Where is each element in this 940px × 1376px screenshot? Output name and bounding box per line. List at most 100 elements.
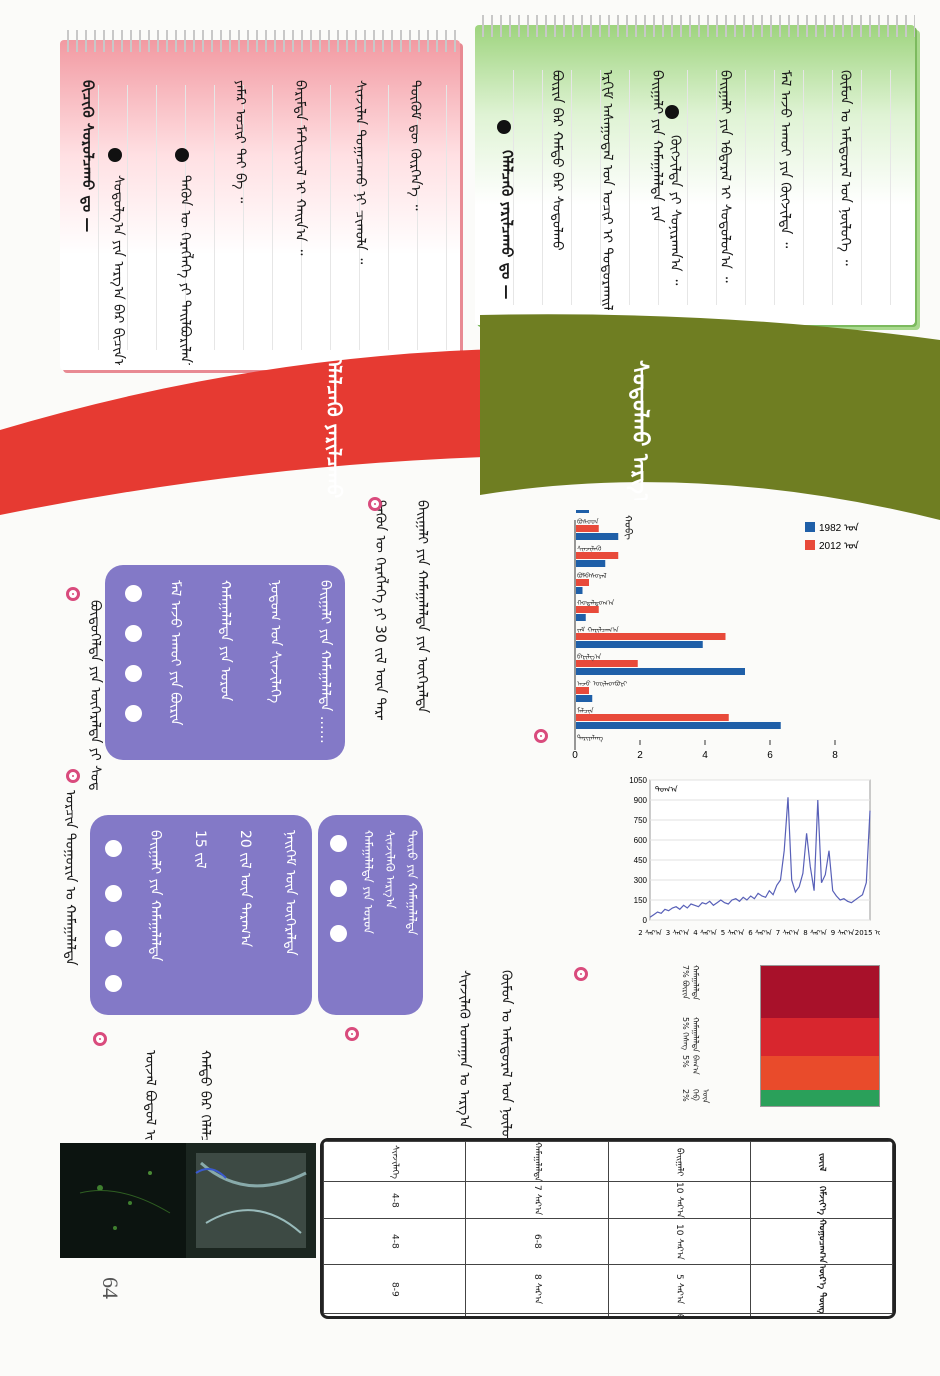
bar — [576, 633, 726, 640]
purple-card-2: ᠬᠠᠮᠠᠭᠠᠯᠠᠯᠲᠠ ᠶᠢᠨ ᠣᠷᠣᠨ ᠰᠢᠨᠵᠢᠯᠡᠬᠦ ᠠᠷᠭ᠎ᠠ ᠲᠥᠷ… — [318, 815, 423, 1015]
bar — [576, 668, 745, 675]
purple-card-1: ᠮᠠᠯ ᠠᠵᠤ ᠠᠬᠤᠢ ᠶᠢᠨ ᠪᠦᠷᠢᠨ ᠬᠠᠮᠠᠭᠠᠯᠠᠯᠲᠠ ᠶᠢᠨ ᠣ… — [105, 565, 345, 760]
green-note-card: ᠬᠡᠯᠡᠯᠴᠡᠬᠦ ᠶᠠᠷᠢᠯᠴᠠᠬᠤ ᠳᠤ — ᠪᠦᠷᠢᠨ ᠪᠠᠷ ᠬᠠᠮᠲᠤ… — [475, 15, 915, 325]
table-cell: 8 ᠰᠠᠷ᠎ᠠ — [465, 1263, 609, 1315]
left-col-text: ᠦᠵᠡᠯ ᠪᠣᠳᠣᠯ ᠢᠶᠠᠨ ᠬᠡᠯᠡᠨ᠎ᠡ ᠃ — [142, 1050, 158, 1140]
photo-2-texture — [195, 1153, 307, 1248]
card-line: 15 ᠵᠢᠯ — [192, 830, 208, 869]
proportion-label: 5% ᠬᠡᠰᠡᠭ ᠬᠠᠮᠠᠭᠠᠯᠠᠯᠲᠠ — [681, 1017, 700, 1053]
ruled-lines — [485, 70, 905, 305]
card-line: ᠲᠥᠷᠥ ᠶᠢᠨ ᠬᠠᠮᠠᠭᠠᠯᠠᠯᠲᠠ — [405, 830, 419, 936]
green-note-line: ᠪᠦᠷᠢᠨ ᠪᠠᠷ ᠬᠠᠮᠲᠤ ᠪᠡᠷ ᠰᠤᠳᠤᠯᠬᠤ — [549, 70, 565, 251]
ring-icon — [125, 705, 142, 722]
bar — [576, 533, 619, 540]
card-line: ᠪᠠᠢᠭᠠᠯᠢ ᠶᠢᠨ ᠬᠠᠮᠠᠭᠠᠯᠠᠯᠲᠠ — [147, 830, 163, 962]
proportion-label: 7% ᠪᠦᠷᠢᠨ ᠬᠠᠮᠠᠭᠠᠯᠠᠯᠲᠠ — [681, 965, 700, 1001]
table-cell: ᠪᠠᠢᠭᠠᠯᠢ ᠶᠢᠨ — [607, 1313, 751, 1316]
line-series — [649, 797, 871, 918]
table-cell: ᠬᠠᠮᠠᠭᠠᠯᠠᠯᠲᠠ — [465, 1141, 609, 1183]
ring-icon — [105, 840, 122, 857]
pink-note-line: ᠪᠠᠷᠢᠮᠲᠠ ᠮᠠᠲᠸᠷᠢᠶᠠᠯ ᠢ ᠬᠠᠢᠨ᠎ᠠ ᠃ — [292, 80, 308, 256]
pink-note-line: ᠲᠡᠭᠦᠨ ᠦ ᠬᠡᠷᠡᠭᠯᠡᠭᠡ ᠶᠢ ᠲᠠᠢᠯᠪᠤᠷᠢᠯᠠᠨ᠎ᠠ — [177, 175, 193, 365]
data-table: ᠰᠢᠨᠵᠢᠯᠡᠭᠡ ᠬᠠᠮᠠᠭᠠᠯᠠᠯᠲᠠ ᠪᠠᠢᠭᠠᠯᠢ ᠵᠦᠢᠯ 4-8 7 ᠰᠠᠷ᠎… — [320, 1138, 896, 1319]
ring-icon — [330, 925, 347, 942]
line-x-tick-label: 2015 ᠣᠨ — [855, 929, 880, 937]
banner-left-title: ᠰᠤᠳᠤᠯᠬᠤ ᠠᠷᠭ᠎ᠠ — [627, 360, 652, 500]
bar-category-label: ᠵᠠᠮ ᠬᠠᠷᠢᠯᠴᠠᠭ᠎ᠠ — [577, 626, 619, 634]
bar — [576, 614, 586, 621]
left-col-text: ᠣᠷᠴᠢᠨ ᠲᠣᠭᠣᠷᠢᠨ ᠤ ᠬᠠᠮᠠᠭᠠᠯᠠᠯᠲᠠ — [62, 790, 78, 966]
pink-note-line: ᠳᠦᠭᠦᠮ ᠳᠦ ᠬᠦᠷᠭᠡᠨ᠎ᠡ ᠃ — [407, 80, 423, 211]
line-tick-label: 750 — [634, 816, 648, 825]
bar — [576, 587, 583, 594]
bar — [576, 606, 599, 613]
bar-category-label: ᠲᠠᠷᠢᠶᠠᠯᠠᠩ — [577, 734, 603, 743]
bar-category-label: ᠠᠵᠤ ᠦᠢᠯᠡᠳᠪᠦᠷᠢ — [577, 680, 628, 688]
target-icon — [93, 1032, 107, 1046]
ring-icon — [125, 665, 142, 682]
body-text-line: ᠬᠦᠮᠦᠨ ᠤ ᠠᠮᠢᠳᠤᠷᠠᠯ ᠤᠨ ᠨᠥᠯᠦᠭᠡ — [498, 970, 514, 1152]
card-line: ᠰᠢᠨᠵᠢᠯᠡᠬᠦ ᠠᠷᠭ᠎ᠠ — [383, 830, 397, 909]
bar-category-label: ᠰᠢᠨᠵᠢᠯᠡᠬᠦ — [577, 545, 601, 553]
card-line: ᠬᠠᠮᠠᠭᠠᠯᠠᠯᠲᠠ ᠶᠢᠨ ᠣᠷᠣᠨ — [217, 580, 233, 702]
photo-1-texture — [79, 1171, 171, 1230]
proportion-label: 5% ᠪᠠᠭ᠎ᠠ — [681, 1055, 700, 1075]
proportion-block — [760, 965, 880, 1107]
line-chart: 0 150 300 450 600 750 900 1050 2 ᠰᠠᠷ᠎ᠠ 3 ᠰᠠᠷ᠎ᠠ 4 ᠰ… — [629, 776, 880, 937]
bullet-icon — [108, 148, 122, 162]
line-x-tick-label: 5 ᠰᠠᠷ᠎ᠠ — [721, 929, 745, 937]
line-x-tick-label: 4 ᠰᠠᠷ᠎ᠠ — [693, 929, 717, 937]
card-line: 20 ᠵᠢᠯ ᠦᠨ ᠳᠠᠷᠠᠭ᠎ᠠ — [237, 830, 253, 948]
left-col-text: ᠪᠦᠲᠦᠭᠡᠯᠲᠡ ᠶᠢᠨ ᠥᠭᠡᠷᠡᠯᠲᠡ ᠶᠢ ᠰᠤᠳᠤᠯᠤᠨ᠎ᠠ — [87, 600, 103, 790]
ring-icon — [125, 625, 142, 642]
proportion-segment — [761, 966, 879, 1018]
purple-card-3: ᠪᠠᠢᠭᠠᠯᠢ ᠶᠢᠨ ᠬᠠᠮᠠᠭᠠᠯᠠᠯᠲᠠ 15 ᠵᠢᠯ 20 ᠵᠢᠯ ᠦᠨ… — [90, 815, 312, 1015]
bar — [576, 695, 593, 702]
proportion-labels: 7% ᠪᠦᠷᠢᠨ ᠬᠠᠮᠠᠭᠠᠯᠠᠯᠲᠠ 5% ᠬᠡᠰᠡᠭ ᠬᠠᠮᠠᠭᠠᠯᠠᠯᠲᠠ… — [680, 965, 760, 1105]
bar — [576, 660, 638, 667]
green-note-line: ᠬᠥᠭᠵᠢᠯᠲᠡ ᠶᠢ ᠰᠣᠨᠢᠷᠬᠠᠨ᠎ᠠ ᠃ — [667, 135, 683, 286]
ring-icon — [330, 835, 347, 852]
table-row: ᠰᠢᠨᠵᠢᠯᠡᠭᠡ ᠬᠠᠮᠠᠭᠠᠯᠠᠯᠲᠠ ᠪᠠᠢᠭᠠᠯᠢ ᠵᠦᠢᠯ — [323, 1141, 893, 1183]
table-cell: ᠬᠡᠮᠵᠢᠶ᠎ᠡ — [749, 1181, 893, 1220]
bar-category-label: ᠬᠤᠳᠠᠯᠳᠤᠭ᠎ᠠ — [577, 599, 615, 607]
line-x-tick-label: 8 ᠰᠠᠷ᠎ᠠ — [803, 929, 827, 937]
card-line: ᠨᠤᠲᠤᠭ ᠤᠨ ᠰᠢᠨᠵᠢᠯᠡᠭᠡ — [267, 580, 283, 704]
bar-tick-label: 8 — [832, 750, 838, 760]
banner-green-band — [480, 314, 940, 520]
line-x-tick-label: 3 ᠰᠠᠷ᠎ᠠ — [666, 929, 690, 937]
pink-note-line: ᠰᠢᠨᠵᠢᠯᠡᠨ ᠲᠣᠭᠠᠴᠠᠬᠤ ᠨᠢ ᠴᠢᠬᠤᠯᠠ ᠃ — [352, 80, 368, 265]
table-cell: ᠰᠢᠨᠵᠢᠯᠡᠭᠡ — [323, 1141, 467, 1183]
bullet-icon — [175, 148, 189, 162]
table-grid: ᠰᠢᠨᠵᠢᠯᠡᠭᠡ ᠬᠠᠮᠠᠭᠠᠯᠠᠯᠲᠠ ᠪᠠᠢᠭᠠᠯᠢ ᠵᠦᠢᠯ 4-8 7 ᠰᠠᠷ᠎… — [323, 1141, 893, 1316]
bar-category-label: ᠪᠠᠷᠢᠯᠭ᠎ᠠ — [577, 653, 602, 662]
photo-1 — [60, 1143, 186, 1258]
table-cell: 8-9 — [323, 1263, 467, 1315]
line-plot-area — [649, 779, 871, 921]
section-banner — [0, 314, 940, 520]
legend-swatch — [805, 522, 815, 532]
green-note-line: ᠪᠠᠢᠭᠠᠯᠢ ᠶᠢᠨ ᠬᠠᠮᠠᠭᠠᠯᠠᠯᠲᠠ ᠶᠢᠨ — [649, 70, 665, 223]
bar — [576, 552, 619, 559]
bar — [576, 641, 703, 648]
table-cell: 4-8 — [323, 1181, 467, 1220]
bar-category-label: ᠮᠠᠯᠴᠢᠨ — [577, 707, 594, 715]
left-col-text: ᠬᠠᠮᠲᠤ ᠪᠡᠷ ᠬᠡᠯᠡᠯᠴᠡᠨ᠎ᠡ ᠃ — [197, 1050, 213, 1140]
card-line: ᠪᠠᠢᠭᠠᠯᠢ ᠶᠢᠨ ᠬᠠᠮᠠᠭᠠᠯᠠᠯᠲᠠ …… — [317, 580, 333, 744]
legend-label: 1982 ᠣᠨ — [819, 522, 860, 534]
green-note-line: ᠪᠠᠢᠭᠠᠯᠢ ᠶᠢᠨ ᠡᠪᠳᠡᠷᠡᠯ ᠢ ᠰᠤᠳᠤᠯᠤᠨ᠎ᠠ ᠃ — [717, 70, 733, 283]
bar-chart: 0 2 4 6 8 ᠲᠠᠷᠢᠶᠠᠯᠠᠩ ᠮᠠᠯᠴᠢᠨ ᠠᠵᠤ ᠦᠢᠯᠡᠳᠪᠦᠷᠢ ᠪᠠᠷᠢᠯᠭ᠎… — [572, 510, 860, 760]
bar — [576, 714, 729, 721]
bar — [576, 560, 606, 567]
pink-note-line: ᠶᠠᠮᠠᠷ ᠤᠴᠢᠷ ᠲᠠᠢ ᠪᠡ ᠃ — [232, 80, 248, 203]
pink-note-line: ᠰᠤᠳᠤᠯᠭ᠎ᠠ ᠶᠢᠨ ᠠᠷᠭ᠎ᠠ ᠪᠠᠷ ᠪᠢᠴᠢᠨ᠎ᠡ ᠃ — [110, 175, 126, 365]
target-icon — [368, 497, 382, 511]
bullet-icon — [497, 120, 511, 134]
legend-swatch — [805, 540, 815, 550]
bar — [576, 722, 781, 729]
pink-note-line: ᠪᠢᠴᠢᠬᠦ ᠰᠤᠷᠤᠯᠴᠠᠬᠤ ᠳᠤ — — [79, 80, 97, 233]
page-number: 64 — [98, 1277, 123, 1299]
bar-category-label: ᠪᠤᠰᠤᠳ — [577, 518, 599, 526]
spiral-binding — [475, 15, 915, 37]
body-text-line: ᠰᠢᠨᠵᠢᠯᠡᠬᠦ ᠤᠬᠠᠭᠠᠨ ᠤ ᠠᠷᠭ᠎ᠠ — [456, 970, 472, 1129]
